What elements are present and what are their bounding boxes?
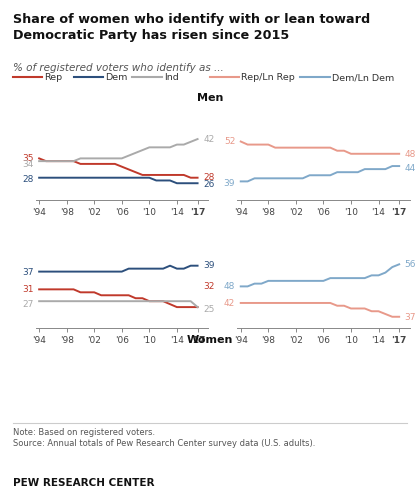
Text: 42: 42 [203, 135, 214, 144]
Text: Rep: Rep [44, 73, 62, 82]
Text: 28: 28 [22, 174, 34, 183]
Text: 27: 27 [22, 299, 34, 308]
Text: Women: Women [187, 335, 233, 345]
Text: 39: 39 [224, 179, 235, 188]
Text: 28: 28 [203, 172, 215, 181]
Text: 44: 44 [405, 164, 416, 173]
Text: 37: 37 [405, 312, 416, 321]
Text: Note: Based on registered voters.: Note: Based on registered voters. [13, 427, 155, 436]
Text: 56: 56 [405, 260, 416, 269]
Text: Ind: Ind [164, 73, 178, 82]
Text: 35: 35 [22, 153, 34, 162]
Text: Dem: Dem [105, 73, 127, 82]
Text: 25: 25 [203, 305, 215, 314]
Text: 48: 48 [224, 282, 235, 291]
Text: 32: 32 [203, 282, 215, 291]
Text: % of registered voters who identify as ...: % of registered voters who identify as .… [13, 63, 223, 73]
Text: 48: 48 [405, 149, 416, 158]
Text: Share of women who identify with or lean toward
Democratic Party has risen since: Share of women who identify with or lean… [13, 13, 370, 42]
Text: 31: 31 [22, 285, 34, 294]
Text: 39: 39 [203, 261, 215, 270]
Text: Source: Annual totals of Pew Research Center survey data (U.S. adults).: Source: Annual totals of Pew Research Ce… [13, 438, 315, 447]
Text: Rep/Ln Rep: Rep/Ln Rep [241, 73, 295, 82]
Text: PEW RESEARCH CENTER: PEW RESEARCH CENTER [13, 477, 154, 487]
Text: 26: 26 [203, 180, 215, 189]
Text: Men: Men [197, 93, 223, 103]
Text: 37: 37 [22, 267, 34, 276]
Text: 42: 42 [224, 298, 235, 307]
Text: Dem/Ln Dem: Dem/Ln Dem [332, 73, 394, 82]
Text: 52: 52 [224, 137, 235, 146]
Text: 34: 34 [22, 159, 34, 168]
